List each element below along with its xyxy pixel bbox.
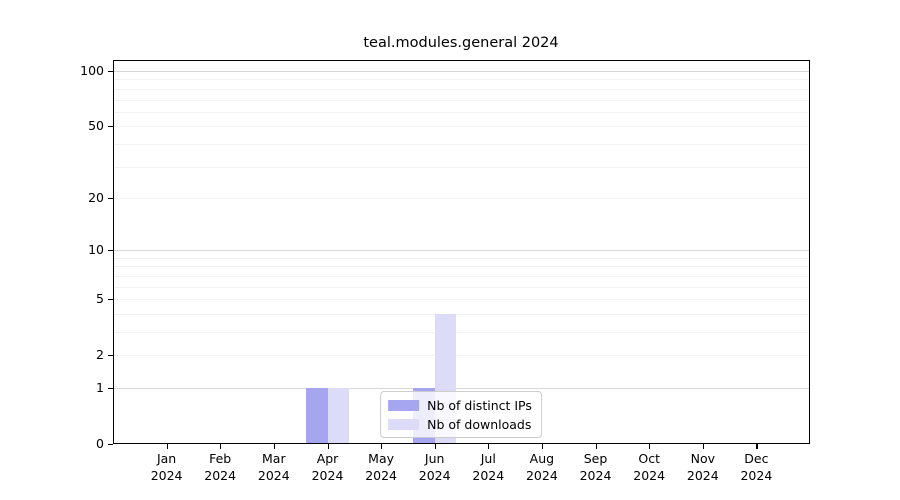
x-tick-label: Jul 2024 bbox=[472, 451, 505, 483]
y-axis-tick bbox=[108, 197, 113, 200]
y-axis-tick bbox=[108, 71, 113, 73]
x-tick-label: Jun 2024 bbox=[418, 451, 451, 483]
minor-gridline bbox=[113, 99, 810, 101]
x-tick-label: Mar 2024 bbox=[257, 451, 290, 483]
x-tick-label: Dec 2024 bbox=[740, 451, 773, 483]
x-axis-tick bbox=[488, 444, 490, 449]
x-axis-tick bbox=[166, 444, 168, 449]
y-axis-tick bbox=[108, 250, 113, 252]
legend-item-distinct-ips: Nb of distinct IPs bbox=[388, 397, 532, 413]
minor-gridline bbox=[113, 332, 810, 333]
minor-gridline bbox=[113, 257, 810, 259]
x-tick-label: Sep 2024 bbox=[579, 451, 612, 483]
x-axis-tick bbox=[434, 444, 436, 449]
y-axis-tick bbox=[108, 444, 113, 446]
x-tick-label: Jan 2024 bbox=[150, 451, 183, 483]
major-gridline bbox=[113, 388, 810, 389]
minor-gridline bbox=[113, 111, 810, 113]
chart-title: teal.modules.general 2024 bbox=[363, 35, 559, 51]
bar-downloads bbox=[327, 388, 349, 444]
minor-gridline bbox=[113, 313, 810, 315]
y-tick-label: 10 bbox=[88, 242, 104, 258]
minor-gridline bbox=[113, 166, 810, 168]
minor-gridline bbox=[113, 88, 810, 90]
x-axis-tick bbox=[381, 444, 383, 449]
x-tick-label: May 2024 bbox=[365, 451, 397, 483]
x-tick-label: Apr 2024 bbox=[311, 451, 344, 483]
x-tick-label: Nov 2024 bbox=[686, 451, 719, 483]
legend-label-downloads: Nb of downloads bbox=[427, 416, 532, 432]
y-axis-tick bbox=[108, 299, 113, 301]
minor-gridline bbox=[113, 275, 810, 277]
y-tick-label: 20 bbox=[88, 189, 104, 205]
x-tick-label: Aug 2024 bbox=[525, 451, 558, 483]
legend: Nb of distinct IPs Nb of downloads bbox=[380, 391, 542, 438]
legend-item-downloads: Nb of downloads bbox=[388, 416, 532, 432]
x-axis-tick bbox=[273, 444, 275, 449]
minor-gridline bbox=[113, 266, 810, 268]
minor-gridline bbox=[113, 355, 810, 357]
x-axis-tick bbox=[649, 444, 651, 449]
plot-area bbox=[113, 60, 810, 444]
legend-label-distinct-ips: Nb of distinct IPs bbox=[427, 397, 532, 413]
y-tick-label: 100 bbox=[80, 63, 104, 78]
major-gridline bbox=[113, 250, 810, 252]
y-axis-tick bbox=[108, 388, 113, 390]
minor-gridline bbox=[113, 299, 810, 301]
legend-swatch-distinct-ips bbox=[388, 399, 420, 411]
x-axis-tick bbox=[327, 444, 329, 449]
minor-gridline bbox=[113, 143, 810, 145]
x-tick-label: Feb 2024 bbox=[204, 451, 237, 483]
y-tick-label: 2 bbox=[96, 347, 104, 363]
x-tick-label: Oct 2024 bbox=[633, 451, 666, 483]
x-axis-tick bbox=[220, 444, 222, 449]
minor-gridline bbox=[113, 286, 810, 288]
y-axis-tick bbox=[108, 126, 113, 128]
x-axis-tick bbox=[702, 444, 704, 449]
x-axis-tick bbox=[595, 444, 597, 449]
y-tick-label: 1 bbox=[96, 380, 104, 395]
major-gridline bbox=[113, 71, 810, 72]
y-axis-tick bbox=[108, 355, 113, 357]
y-tick-label: 5 bbox=[96, 291, 104, 307]
minor-gridline bbox=[113, 197, 810, 199]
x-axis-tick bbox=[756, 444, 758, 449]
y-tick-label: 0 bbox=[96, 436, 104, 451]
minor-gridline bbox=[113, 79, 810, 81]
bar-distinct-ips bbox=[306, 388, 328, 444]
x-axis-tick bbox=[541, 444, 544, 449]
legend-swatch-downloads bbox=[388, 418, 420, 430]
y-tick-label: 50 bbox=[88, 118, 104, 134]
minor-gridline bbox=[113, 126, 810, 128]
